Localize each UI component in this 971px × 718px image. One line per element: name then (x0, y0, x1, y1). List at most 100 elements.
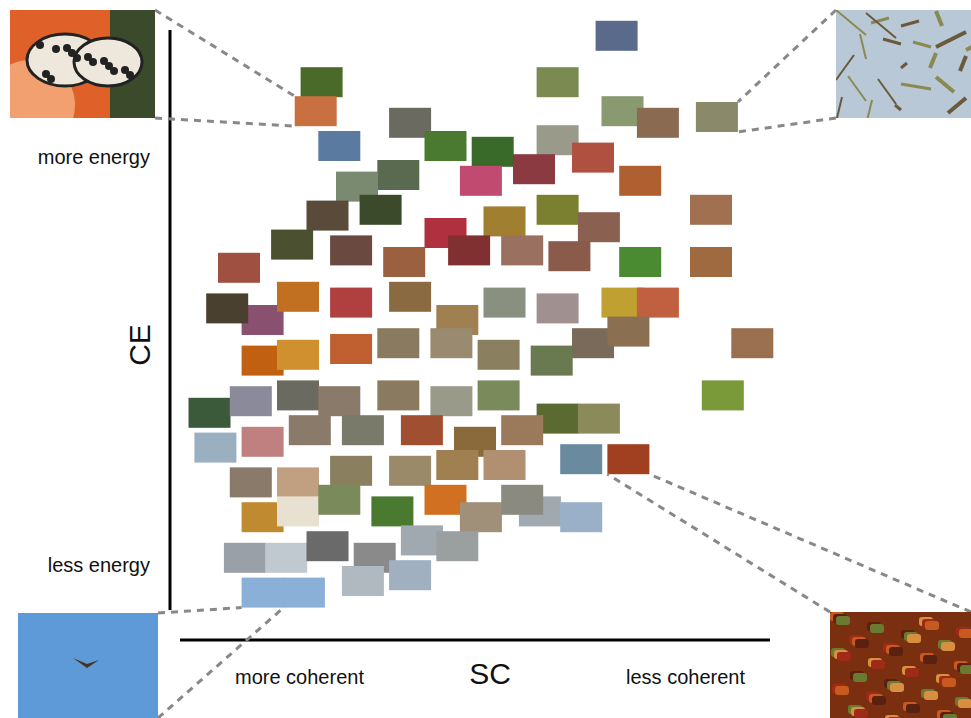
inset-shape (901, 63, 907, 68)
inset-shape (870, 624, 884, 633)
thumbnail (330, 456, 372, 486)
inset-shape (930, 53, 936, 68)
inset-shape (960, 56, 966, 71)
thumbnail (531, 346, 573, 376)
inset-shape (936, 77, 954, 92)
thumbnail (578, 212, 620, 242)
inset-shape (837, 652, 851, 661)
thumbnail (277, 340, 319, 370)
thumbnail (307, 201, 349, 231)
thumbnail (242, 578, 284, 608)
inset-shape (853, 673, 867, 682)
inset-shape (883, 39, 901, 44)
thumbnail (242, 427, 284, 457)
thumbnail (206, 293, 248, 323)
thumbnail (265, 543, 307, 573)
leader-line (649, 474, 971, 612)
inset-shape (966, 35, 971, 50)
thumbnail (230, 467, 272, 497)
thumbnail (383, 247, 425, 277)
thumbnail (360, 195, 402, 225)
thumbnail (277, 496, 319, 526)
inset-shape (943, 714, 957, 718)
inset-shape (871, 660, 885, 669)
leader-line (738, 10, 836, 102)
thumbnail (460, 502, 502, 532)
thumbnail (478, 340, 520, 370)
inset-shape (836, 616, 850, 625)
inset-shape (73, 658, 99, 668)
inset-shape (907, 634, 921, 643)
thumbnail (690, 247, 732, 277)
inset-shape (866, 100, 872, 118)
thumbnail (690, 195, 732, 225)
x-axis (180, 639, 770, 642)
inset-bg (18, 613, 158, 718)
thumbnail (389, 282, 431, 312)
thumbnail (501, 415, 543, 445)
inset-shape (942, 678, 956, 687)
thumbnail (318, 485, 360, 515)
y-axis-title: CE (123, 324, 156, 366)
inset-shape (836, 55, 854, 80)
inset-shape (936, 11, 942, 26)
inset-shape (888, 717, 902, 718)
thumbnail (389, 456, 431, 486)
inset-shape (913, 42, 931, 47)
thumbnail (448, 235, 490, 265)
inset-bg (836, 10, 971, 118)
thumbnail (330, 334, 372, 364)
thumbnail (271, 230, 313, 260)
thumbnail (619, 247, 661, 277)
inset-shape (895, 105, 901, 110)
marks (189, 21, 774, 608)
thumbnail (436, 450, 478, 480)
thumbnail (289, 415, 331, 445)
thumbnail (342, 415, 384, 445)
thumbnail (484, 206, 526, 236)
thumbnail (330, 288, 372, 318)
inset-shape (905, 668, 919, 677)
thumbnail (537, 293, 579, 323)
y-low-label: less energy (48, 554, 150, 576)
inset-shape (924, 691, 938, 700)
inset-shape (885, 715, 899, 718)
thumbnail (277, 380, 319, 410)
thumbnail (460, 166, 502, 196)
chart: more energyless energyCEmore coherentSCl… (0, 0, 971, 718)
thumbnail (572, 143, 614, 173)
inset-shape (84, 53, 92, 61)
thumbnail (472, 137, 514, 167)
thumbnail (619, 166, 661, 196)
inset-shape (941, 642, 955, 651)
thumbnail (696, 102, 738, 132)
thumbnail (330, 235, 372, 265)
inset-shape (878, 79, 896, 104)
thumbnail (484, 450, 526, 480)
thumbnail (277, 282, 319, 312)
inset-shape (42, 70, 50, 78)
thumbnail (283, 578, 325, 608)
thumbnail (377, 380, 419, 410)
x-axis-title: SC (469, 657, 511, 690)
y-axis (169, 30, 172, 610)
thumbnail (342, 566, 384, 596)
inset-shape (836, 10, 866, 35)
inset-shape (948, 98, 966, 113)
thumbnail (389, 560, 431, 590)
inset (836, 10, 971, 118)
thumbnail (301, 67, 343, 97)
thumbnail (377, 328, 419, 358)
inset-shape (901, 21, 919, 26)
thumbnail (436, 531, 478, 561)
x-low-label: more coherent (235, 666, 364, 688)
thumbnail (277, 467, 319, 497)
inset-shape (866, 13, 896, 38)
y-high-label: more energy (38, 146, 150, 168)
inset-shape (860, 34, 866, 59)
leader-line (158, 608, 284, 718)
leader-line (155, 118, 295, 126)
leader-line (607, 474, 830, 612)
inset (10, 10, 155, 118)
thumbnail (513, 154, 555, 184)
